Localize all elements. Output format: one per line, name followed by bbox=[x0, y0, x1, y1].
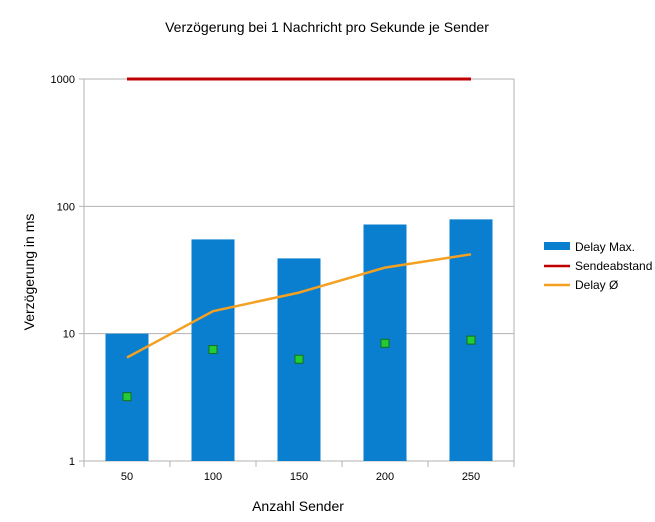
data-point bbox=[294, 354, 304, 364]
legend-label: Delay Max. bbox=[575, 240, 635, 254]
x-tick-label: 50 bbox=[121, 471, 133, 483]
legend-label: Delay Ø bbox=[575, 278, 618, 292]
x-tick-label: 100 bbox=[204, 471, 222, 483]
x-tick-label: 200 bbox=[376, 471, 394, 483]
y-tick-label: 100 bbox=[57, 201, 75, 213]
y-tick-labels: 1 10 100 1000 bbox=[51, 74, 75, 468]
chart-title: Verzögerung bei 1 Nachricht pro Sekunde … bbox=[165, 19, 489, 35]
x-tick-labels: 50 100 150 200 250 bbox=[121, 471, 480, 483]
y-tick-label: 1000 bbox=[51, 74, 75, 86]
legend-swatch bbox=[544, 242, 570, 250]
bars bbox=[105, 219, 493, 461]
y-tick-label: 10 bbox=[63, 329, 75, 341]
data-point bbox=[208, 345, 218, 355]
y-axis-label: Verzögerung in ms bbox=[21, 214, 37, 331]
series-line bbox=[126, 253, 472, 359]
axes bbox=[79, 78, 515, 467]
x-axis-label: Anzahl Sender bbox=[252, 498, 344, 514]
legend: Delay Max. Sendeabstand Delay Ø bbox=[544, 240, 652, 292]
data-point bbox=[122, 392, 132, 402]
y-tick-label: 1 bbox=[69, 456, 75, 468]
legend-label: Sendeabstand bbox=[575, 259, 652, 273]
x-tick-label: 150 bbox=[290, 471, 308, 483]
points bbox=[122, 335, 476, 402]
data-point bbox=[380, 338, 390, 348]
x-tick-label: 250 bbox=[462, 471, 480, 483]
lines bbox=[126, 77, 472, 359]
data-point bbox=[466, 335, 476, 345]
